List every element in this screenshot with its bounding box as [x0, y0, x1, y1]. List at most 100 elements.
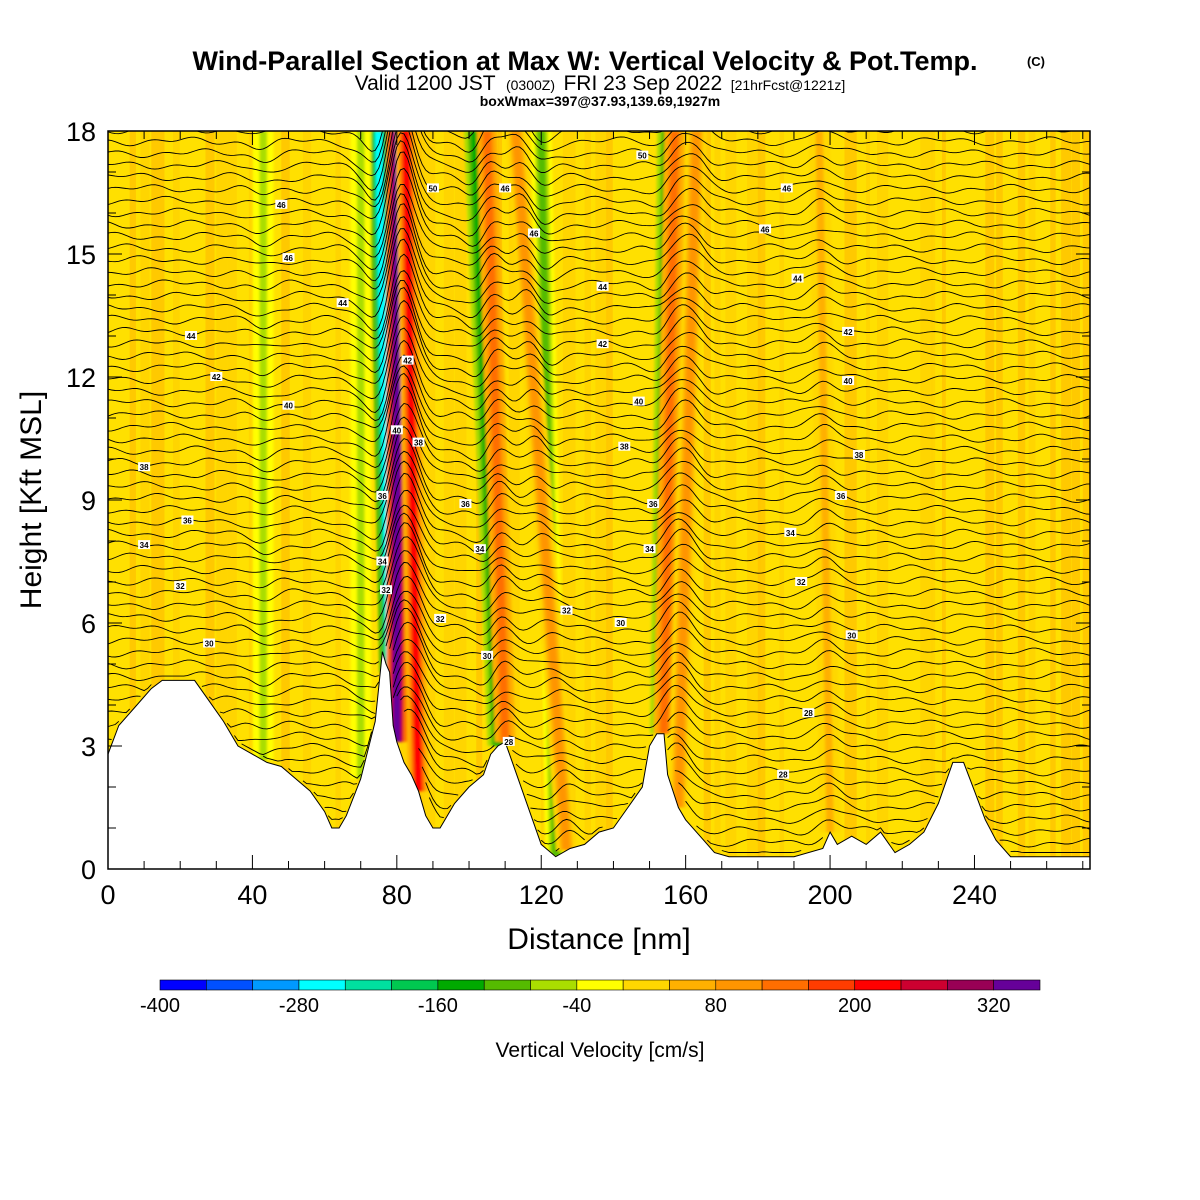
- theta-label-text: 44: [187, 332, 196, 341]
- velocity-band: [931, 131, 936, 869]
- theta-label-bg: [596, 339, 609, 349]
- colorbar-tick-label: 200: [838, 995, 871, 1017]
- colorbar-swatch: [298, 979, 346, 991]
- theta-contour-line: [108, 140, 1090, 236]
- copyright-mark: (C): [1027, 54, 1045, 69]
- colorbar-swatch: [391, 979, 439, 991]
- theta-label-text: 38: [620, 443, 629, 452]
- velocity-column: [815, 131, 834, 833]
- theta-contour-line: [108, 365, 1090, 443]
- theta-label-text: 30: [847, 631, 856, 640]
- theta-label-bg: [210, 372, 223, 381]
- theta-contour-label: 44: [791, 273, 804, 284]
- theta-label-text: 36: [378, 492, 387, 501]
- theta-label-bg: [390, 425, 403, 435]
- colorbar: -400 -280 -160 -40 80 200 320: [140, 979, 1041, 1017]
- theta-label-bg: [282, 253, 295, 263]
- theta-label-text: 44: [338, 299, 347, 308]
- theta-label-bg: [802, 708, 815, 718]
- theta-label-bg: [379, 585, 392, 595]
- x-tick-label: 160: [663, 880, 708, 910]
- theta-contour-label: 32: [434, 613, 447, 624]
- theta-contour-line: [108, 561, 1090, 634]
- theta-label-text: 34: [378, 558, 387, 567]
- theta-contour-label: 34: [643, 544, 656, 554]
- theta-label-text: 46: [501, 184, 510, 193]
- theta-contour-line: [108, 203, 1090, 290]
- colorbar-swatch: [159, 979, 207, 991]
- theta-contour-line: [108, 151, 1090, 248]
- theta-label-text: 42: [403, 357, 412, 366]
- theta-label-bg: [481, 650, 494, 660]
- velocity-band: [703, 131, 711, 869]
- theta-label-text: 50: [638, 152, 647, 161]
- theta-label-bg: [502, 736, 515, 746]
- x-tick-label: 40: [237, 880, 267, 910]
- theta-label-bg: [181, 515, 194, 525]
- theta-contour-line: [108, 315, 1090, 400]
- theta-label-text: 36: [836, 492, 845, 501]
- theta-label-bg: [401, 355, 414, 365]
- theta-contour-line: [108, 651, 1090, 714]
- theta-contour-line: [313, 766, 1090, 801]
- velocity-band: [606, 131, 613, 869]
- box-wmax-subtitle: boxWmax=397@37.93,139.69,1927m: [480, 93, 721, 109]
- theta-label-text: 32: [797, 578, 806, 587]
- colorbar-label: Vertical Velocity [cm/s]: [496, 1039, 705, 1062]
- theta-label-text: 34: [645, 545, 654, 554]
- theta-label-bg: [185, 331, 198, 340]
- theta-contour-line: [108, 238, 1090, 332]
- theta-label-text: 34: [475, 545, 484, 554]
- theta-contour-line: [108, 269, 1090, 349]
- theta-label-text: 36: [461, 500, 470, 509]
- velocity-band: [1017, 131, 1026, 869]
- theta-label-bg: [791, 273, 804, 283]
- velocity-band: [714, 131, 721, 869]
- velocity-band: [757, 131, 766, 869]
- chart-title: Wind-Parallel Section at Max W: Vertical…: [193, 46, 978, 76]
- theta-contour-line: [108, 599, 1090, 665]
- theta-label-bg: [473, 544, 486, 554]
- theta-contour-line: [327, 797, 1090, 824]
- theta-label-text: 42: [598, 340, 607, 349]
- y-tick-label: 6: [81, 609, 96, 639]
- theta-label-text: 28: [804, 709, 813, 718]
- velocity-column: [674, 131, 701, 808]
- y-tick-label: 12: [66, 363, 96, 393]
- theta-contour-line: [108, 638, 1090, 702]
- theta-contour-line: [241, 695, 1090, 758]
- theta-label-text: 50: [428, 184, 437, 193]
- theta-label-text: 38: [414, 439, 423, 448]
- theta-contour-line: [108, 575, 1090, 641]
- theta-contour-line: [108, 131, 1090, 208]
- theta-contour-line: [108, 590, 1090, 650]
- colorbar-tick-label: -160: [418, 995, 458, 1017]
- valid-date: FRI 23 Sep 2022: [563, 72, 722, 95]
- theta-label-text: 40: [284, 402, 293, 411]
- theta-contour-line: [108, 416, 1090, 493]
- theta-contour-line: [108, 621, 1090, 688]
- colorbar-swatch: [947, 979, 994, 991]
- theta-contour-label: 44: [336, 298, 349, 308]
- theta-contour-line: [108, 132, 1090, 220]
- theta-contour-label: 46: [499, 183, 512, 193]
- theta-label-bg: [138, 540, 151, 550]
- theta-contour-label: 30: [203, 638, 216, 649]
- colorbar-swatch: [993, 979, 1041, 991]
- theta-contour-label: 46: [275, 199, 288, 210]
- theta-contour-line: [108, 661, 1090, 720]
- terrain: [108, 651, 1090, 869]
- colorbar-tick-label: -400: [140, 995, 180, 1017]
- velocity-band: [248, 131, 253, 869]
- velocity-band: [1071, 131, 1080, 869]
- theta-contour-label: 36: [834, 490, 847, 501]
- x-tick-label: 80: [382, 880, 412, 910]
- theta-contour-line: [108, 167, 1090, 258]
- theta-label-text: 44: [793, 275, 802, 284]
- velocity-band: [1050, 131, 1056, 869]
- y-tick-label: 9: [81, 486, 96, 516]
- theta-label-text: 42: [844, 328, 853, 337]
- theta-label-text: 30: [205, 640, 214, 649]
- theta-contours: [108, 131, 1090, 853]
- colorbar-tick-label: 320: [977, 995, 1010, 1017]
